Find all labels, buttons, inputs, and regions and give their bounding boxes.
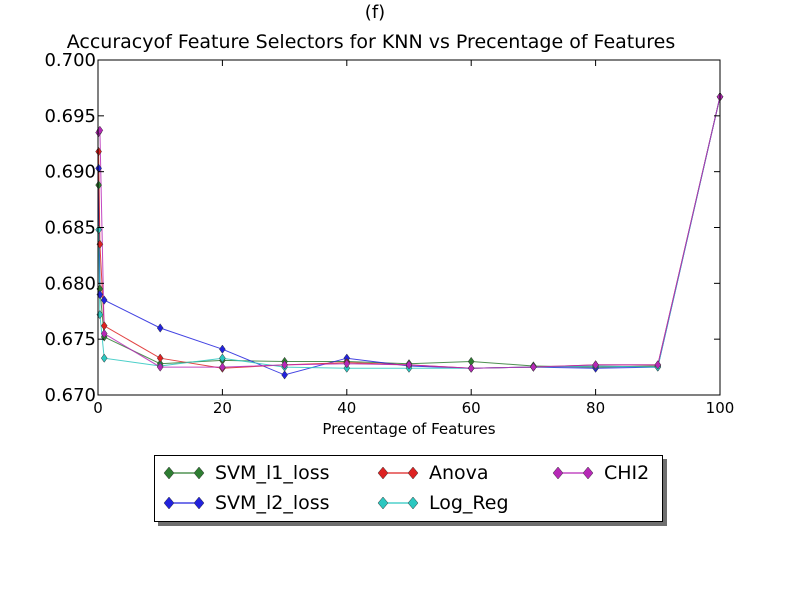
data-point-CHI2-4 xyxy=(219,362,226,372)
data-point-Anova-3 xyxy=(156,353,164,363)
y-tick-label-0.685: 0.685 xyxy=(44,218,96,239)
data-point-CHI2-5 xyxy=(281,360,288,370)
legend-label-Log_Reg: Log_Reg xyxy=(429,492,509,514)
series-line-Anova xyxy=(98,96,721,369)
data-point-CHI2-2 xyxy=(100,328,108,339)
data-point-SVM_l2_loss-2 xyxy=(100,295,108,305)
series-line-CHI2 xyxy=(98,96,721,369)
chart-title: Accuracyof Feature Selectors for KNN vs … xyxy=(67,31,676,53)
data-point-CHI2-11 xyxy=(654,360,662,370)
legend-swatch-SVM_l2_loss xyxy=(163,496,205,510)
x-axis-label: Precentage of Features xyxy=(322,420,495,438)
legend-item-Log_Reg: Log_Reg xyxy=(377,488,509,518)
legend-item-CHI2: CHI2 xyxy=(552,458,649,488)
data-point-SVM_l2_loss-0 xyxy=(95,163,102,173)
data-point-CHI2-8 xyxy=(467,363,475,373)
x-tick-label-80: 80 xyxy=(586,399,605,417)
legend-label-CHI2: CHI2 xyxy=(604,462,650,484)
legend-swatch-Log_Reg xyxy=(377,496,419,510)
plot-area xyxy=(95,92,724,380)
legend-swatch-CHI2 xyxy=(552,466,594,480)
data-point-CHI2-6 xyxy=(343,359,351,369)
subplot-label: (f) xyxy=(365,2,385,23)
plot-frame xyxy=(97,59,721,396)
data-point-SVM_l1_loss-0 xyxy=(95,180,102,190)
data-point-CHI2-3 xyxy=(156,362,164,372)
legend-label-SVM_l2_loss: SVM_l2_loss xyxy=(215,492,330,514)
y-tick-label-0.690: 0.690 xyxy=(44,162,96,183)
x-tick-label-0: 0 xyxy=(93,399,103,417)
y-tick-label-0.680: 0.680 xyxy=(44,273,96,294)
series-line-Log_Reg xyxy=(98,96,721,369)
data-point-Anova-0 xyxy=(95,146,102,157)
x-tick-label-40: 40 xyxy=(337,399,356,417)
y-tick-label-0.670: 0.670 xyxy=(44,385,96,406)
legend: SVM_l1_loss SVM_l2_loss Anova Log_Reg CHI2 xyxy=(154,455,663,522)
data-point-Log_Reg-0 xyxy=(95,225,102,235)
x-tick-label-60: 60 xyxy=(462,399,481,417)
data-point-Log_Reg-4 xyxy=(219,353,226,363)
data-point-SVM_l2_loss-4 xyxy=(219,344,226,354)
x-tick-label-100: 100 xyxy=(706,399,735,417)
legend-item-SVM_l2_loss: SVM_l2_loss xyxy=(163,488,330,518)
legend-label-Anova: Anova xyxy=(429,462,489,484)
y-tick-label-0.675: 0.675 xyxy=(44,329,96,350)
y-tick-label-0.695: 0.695 xyxy=(44,106,96,127)
series-line-SVM_l1_loss xyxy=(98,96,721,368)
legend-swatch-Anova xyxy=(377,466,419,480)
legend-label-SVM_l1_loss: SVM_l1_loss xyxy=(215,462,330,484)
x-tick-label-20: 20 xyxy=(213,399,232,417)
data-point-Anova-2 xyxy=(100,321,108,331)
legend-swatch-SVM_l1_loss xyxy=(163,466,205,480)
series-line-SVM_l2_loss xyxy=(98,96,721,376)
y-tick-label-0.700: 0.700 xyxy=(44,50,96,71)
legend-item-SVM_l1_loss: SVM_l1_loss xyxy=(163,458,330,488)
legend-item-Anova: Anova xyxy=(377,458,489,488)
axes: 0 20 40 60 80 100 0.670 0.675 0.680 0.685 0.690 0.6… xyxy=(44,50,734,417)
data-point-Log_Reg-2 xyxy=(100,353,108,363)
data-point-CHI2-9 xyxy=(530,362,537,372)
data-point-CHI2-10 xyxy=(592,360,599,370)
data-point-SVM_l2_loss-3 xyxy=(156,323,164,333)
data-point-SVM_l2_loss-5 xyxy=(281,370,288,380)
data-point-CHI2-7 xyxy=(405,360,413,370)
